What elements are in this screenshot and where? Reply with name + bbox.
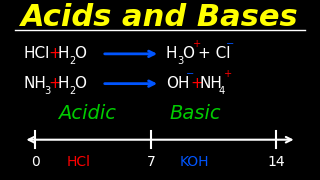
Text: + Cl: + Cl xyxy=(198,46,230,61)
Text: H: H xyxy=(166,46,177,61)
Text: 14: 14 xyxy=(267,156,285,170)
Text: Acids and Bases: Acids and Bases xyxy=(21,3,299,31)
Text: Acidic: Acidic xyxy=(59,104,116,123)
Text: HCl: HCl xyxy=(67,156,91,170)
Text: 2: 2 xyxy=(69,86,75,96)
Text: −: − xyxy=(226,39,234,49)
Text: O: O xyxy=(182,46,194,61)
Text: 0: 0 xyxy=(31,156,39,170)
Text: HCl: HCl xyxy=(24,46,50,61)
Text: +: + xyxy=(48,76,61,91)
Text: KOH: KOH xyxy=(180,156,210,170)
Text: 2: 2 xyxy=(69,56,75,66)
Text: H: H xyxy=(58,76,69,91)
Text: Basic: Basic xyxy=(169,104,221,123)
Text: NH: NH xyxy=(199,76,222,91)
Text: +: + xyxy=(224,69,232,79)
Text: OH: OH xyxy=(166,76,189,91)
Text: H: H xyxy=(58,46,69,61)
Text: O: O xyxy=(74,76,86,91)
Text: 4: 4 xyxy=(219,86,225,96)
Text: +: + xyxy=(48,46,61,61)
Text: O: O xyxy=(74,46,86,61)
Text: 7: 7 xyxy=(147,156,156,170)
Text: +: + xyxy=(190,76,203,91)
Text: 3: 3 xyxy=(44,86,50,96)
Text: −: − xyxy=(186,69,194,79)
Text: NH: NH xyxy=(24,76,46,91)
Text: 3: 3 xyxy=(177,56,183,66)
Text: +: + xyxy=(193,39,201,49)
